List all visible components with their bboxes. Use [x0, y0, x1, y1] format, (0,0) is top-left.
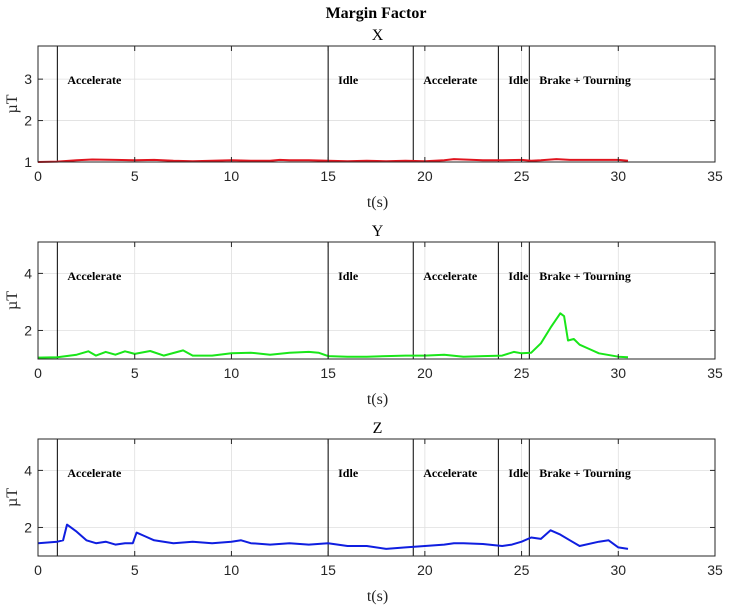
x-tick-label: 15: [320, 168, 336, 184]
x-tick-label: 30: [610, 562, 626, 578]
region-label: Accelerate: [67, 73, 122, 87]
chart-panel-x: Accelerate Idle Accelerate Idle Brake + Tour…: [4, 27, 723, 211]
region-label: Idle: [338, 466, 359, 480]
x-tick-label: 35: [707, 365, 723, 381]
x-tick-label: 10: [224, 365, 240, 381]
chart-panel-z: Accelerate Idle Accelerate Idle Brake + Tour…: [4, 420, 723, 605]
subplot-title: Z: [373, 420, 383, 437]
x-tick-label: 25: [514, 168, 530, 184]
x-tick-label: 35: [707, 562, 723, 578]
x-tick-label: 0: [34, 168, 42, 184]
x-tick-label: 30: [610, 168, 626, 184]
x-tick-label: 5: [131, 562, 139, 578]
chart-panel-y: Accelerate Idle Accelerate Idle Brake + Tour…: [4, 223, 723, 408]
x-tick-label: 0: [34, 562, 42, 578]
x-tick-label: 10: [224, 562, 240, 578]
x-tick-label: 25: [514, 365, 530, 381]
x-tick-label: 30: [610, 365, 626, 381]
x-tick-label: 20: [417, 168, 433, 184]
y-axis-label: µT: [4, 94, 21, 113]
y-tick-label: 3: [24, 71, 32, 87]
plot-area: [38, 439, 715, 556]
subplot-title: Y: [372, 223, 384, 240]
data-series-line: [37, 158, 629, 163]
x-tick-label: 25: [514, 562, 530, 578]
y-axis-label: µT: [4, 291, 21, 310]
x-tick-label: 15: [320, 365, 336, 381]
x-axis-label: t(s): [367, 588, 388, 605]
x-tick-label: 10: [224, 168, 240, 184]
x-axis-label: t(s): [367, 194, 388, 211]
y-tick-label: 2: [24, 322, 32, 338]
region-label: Accelerate: [423, 269, 478, 283]
data-series-line: [37, 523, 629, 550]
x-tick-label: 5: [131, 365, 139, 381]
region-label: Accelerate: [67, 466, 122, 480]
plot-area: [38, 46, 715, 162]
y-tick-label: 1: [24, 154, 32, 170]
x-tick-label: 0: [34, 365, 42, 381]
region-label: Brake + Tourning: [539, 73, 631, 87]
x-axis-label: t(s): [367, 391, 388, 408]
region-label: Brake + Tourning: [539, 269, 631, 283]
y-tick-label: 2: [24, 519, 32, 535]
region-label: Brake + Tourning: [539, 466, 631, 480]
figure-title: Margin Factor: [326, 5, 427, 22]
x-tick-label: 35: [707, 168, 723, 184]
axes-frame: [37, 438, 716, 557]
x-tick-label: 20: [417, 562, 433, 578]
axes-frame: [37, 241, 716, 360]
subplot-title: X: [372, 27, 384, 44]
data-series-line: [37, 312, 629, 359]
axes-frame: [37, 45, 716, 163]
region-label: Idle: [338, 73, 359, 87]
y-axis-label: µT: [4, 488, 21, 507]
region-label: Idle: [508, 73, 529, 87]
x-tick-label: 15: [320, 562, 336, 578]
region-label: Accelerate: [423, 466, 478, 480]
region-label: Accelerate: [67, 269, 122, 283]
y-tick-label: 2: [24, 113, 32, 129]
region-label: Idle: [508, 466, 529, 480]
region-label: Idle: [338, 269, 359, 283]
x-tick-label: 20: [417, 365, 433, 381]
x-tick-label: 5: [131, 168, 139, 184]
region-label: Accelerate: [423, 73, 478, 87]
y-tick-label: 4: [24, 265, 32, 281]
region-label: Idle: [508, 269, 529, 283]
y-tick-label: 4: [24, 462, 32, 478]
plot-area: [38, 242, 715, 359]
